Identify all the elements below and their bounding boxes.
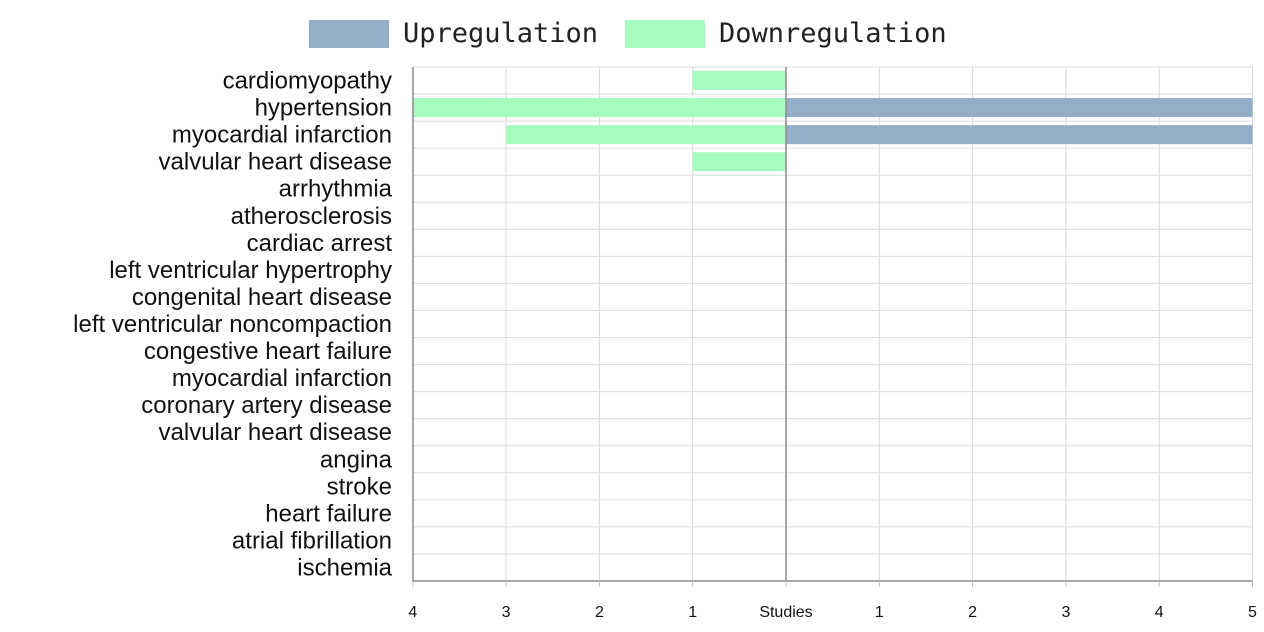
category-label: left ventricular hypertrophy: [109, 257, 392, 284]
legend-swatch-downregulation: [625, 20, 705, 48]
category-label: left ventricular noncompaction: [73, 311, 392, 338]
category-label: valvular heart disease: [159, 419, 392, 446]
x-tick-label-left: 1: [688, 604, 697, 621]
category-label: arrhythmia: [279, 176, 393, 203]
category-label: cardiac arrest: [247, 230, 393, 257]
category-label: atherosclerosis: [231, 203, 392, 230]
x-tick-label-right: 2: [968, 604, 977, 621]
legend-label-upregulation: Upregulation: [403, 18, 598, 49]
category-label: myocardial infarction: [172, 365, 392, 392]
category-label: congestive heart failure: [144, 338, 392, 365]
category-label: ischemia: [297, 554, 392, 581]
bar-downregulation: [412, 98, 786, 118]
category-label: heart failure: [265, 500, 392, 527]
bar-downregulation: [692, 152, 786, 172]
bar-downregulation: [692, 71, 786, 91]
bar-upregulation: [786, 125, 1253, 145]
category-label: myocardial infarction: [172, 122, 392, 149]
bars: [412, 71, 1253, 172]
x-tick-label-left: 2: [595, 604, 604, 621]
bar-upregulation: [786, 98, 1253, 118]
axes: [412, 67, 1253, 587]
category-label: stroke: [327, 473, 392, 500]
x-tick-label-left: 4: [408, 604, 417, 621]
x-tick-label-right: 4: [1155, 604, 1164, 621]
x-tick-labels: 4 3 2 1 Studies 1 2 3 4 5: [408, 604, 1257, 621]
x-tick-label-left: 3: [502, 604, 511, 621]
category-label: cardiomyopathy: [223, 68, 392, 95]
bar-downregulation: [506, 125, 786, 145]
category-label: atrial fibrillation: [232, 527, 392, 554]
x-tick-label-right: 3: [1061, 604, 1070, 621]
category-label: congenital heart disease: [132, 284, 392, 311]
category-label: valvular heart disease: [159, 149, 392, 176]
legend: Upregulation Downregulation: [309, 18, 947, 49]
x-tick-label-right: 1: [875, 604, 884, 621]
category-label: coronary artery disease: [141, 392, 392, 419]
category-label: hypertension: [255, 95, 392, 122]
gridlines: [412, 66, 1253, 582]
x-tick-label-right: 5: [1248, 604, 1257, 621]
category-label: angina: [320, 446, 393, 473]
legend-label-downregulation: Downregulation: [719, 18, 947, 49]
legend-swatch-upregulation: [309, 20, 389, 48]
x-center-label: Studies: [759, 604, 812, 621]
